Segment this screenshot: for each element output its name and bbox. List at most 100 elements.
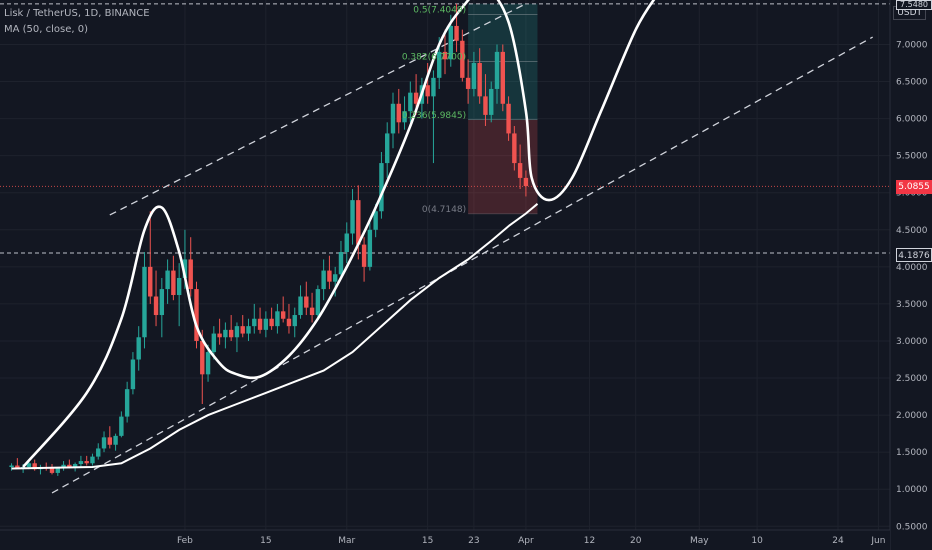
- trend-line: [51, 36, 873, 494]
- candle: [246, 318, 251, 341]
- candle: [228, 315, 234, 341]
- candle: [338, 240, 344, 278]
- candle-body: [437, 51, 442, 78]
- candle: [119, 411, 124, 438]
- candle: [257, 307, 263, 334]
- y-tick-label: 1.0000: [896, 485, 928, 495]
- candle: [194, 281, 199, 349]
- ma-indicator-label[interactable]: MA (50, close, 0): [4, 24, 89, 35]
- candle-body: [448, 25, 453, 60]
- candle: [396, 88, 401, 134]
- candle: [500, 44, 505, 112]
- y-tick-label: 5.5000: [896, 152, 928, 162]
- y-tick-label: 4.5000: [896, 226, 928, 236]
- candle: [517, 144, 523, 190]
- candle-body: [379, 163, 384, 212]
- candle: [84, 455, 89, 466]
- time-axis-panel: [0, 530, 890, 550]
- candle: [101, 431, 107, 453]
- candle: [483, 74, 488, 127]
- x-tick-label: 15: [422, 536, 433, 546]
- candle: [523, 170, 529, 197]
- symbol-title[interactable]: Lisk / TetherUS, 1D, BINANCE: [4, 8, 150, 19]
- x-tick-label: 12: [584, 536, 595, 546]
- candle-body: [494, 51, 500, 89]
- candle-body: [292, 315, 297, 327]
- candle: [223, 322, 228, 349]
- x-tick-label: Jun: [870, 536, 885, 546]
- candle: [327, 255, 332, 290]
- y-tick-label: 2.0000: [896, 411, 928, 421]
- y-tick-label: 1.5000: [896, 448, 928, 458]
- candle: [361, 237, 367, 282]
- fib-level-label: 0.5(7.4049): [413, 5, 466, 15]
- price-axis-panel: [890, 0, 932, 550]
- candle-body: [90, 456, 95, 464]
- candle-body: [26, 463, 32, 467]
- candle-body: [130, 359, 136, 390]
- candle-body: [402, 111, 407, 123]
- candle: [402, 96, 407, 130]
- y-tick-label: 3.0000: [896, 337, 928, 347]
- candle: [252, 303, 257, 334]
- candle-body: [194, 289, 199, 341]
- candle-body: [506, 103, 511, 134]
- x-tick-label: 24: [832, 536, 844, 546]
- x-tick-label: 10: [751, 536, 763, 546]
- candle-body: [344, 233, 349, 253]
- candle-body: [315, 289, 321, 316]
- candle-body: [390, 103, 396, 134]
- candle: [344, 222, 349, 264]
- candle: [506, 96, 511, 141]
- candle-body: [96, 448, 101, 457]
- fib-level-label: 0.236(5.9845): [402, 111, 466, 121]
- candle-body: [55, 468, 60, 473]
- candle-body: [205, 352, 211, 375]
- candle-body: [84, 461, 89, 464]
- candle: [431, 70, 436, 164]
- candle: [390, 92, 396, 149]
- candle: [379, 151, 384, 219]
- candle: [176, 263, 182, 327]
- candle-body: [269, 318, 274, 327]
- candle-body: [234, 326, 240, 338]
- candle: [408, 81, 413, 123]
- candle-body: [101, 437, 107, 449]
- candle-body: [165, 270, 170, 290]
- candle: [240, 315, 245, 338]
- candle: [148, 211, 153, 304]
- y-tick-label: 0.5000: [896, 522, 928, 532]
- candle-body: [367, 229, 373, 267]
- y-tick-label: 6.0000: [896, 115, 928, 125]
- candle: [165, 259, 170, 304]
- x-tick-label: Feb: [177, 536, 193, 546]
- candle-body: [280, 311, 286, 319]
- candle: [217, 318, 222, 345]
- candle-body: [489, 88, 494, 115]
- x-tick-label: 15: [260, 536, 271, 546]
- candle-body: [425, 85, 430, 97]
- fib-zone-lower: [468, 119, 538, 214]
- candle-body: [142, 266, 147, 338]
- candle-body: [78, 461, 84, 465]
- chart-legend: Lisk / TetherUS, 1D, BINANCE MA (50, clo…: [4, 6, 150, 38]
- candle-body: [159, 289, 165, 316]
- candle: [275, 303, 280, 334]
- candle-body: [252, 318, 257, 327]
- x-tick-label: 20: [630, 536, 642, 546]
- candle: [159, 277, 165, 338]
- candle: [49, 464, 55, 475]
- y-tick-label: 7.0000: [896, 40, 928, 50]
- candle-body: [200, 340, 205, 375]
- candle: [304, 281, 309, 316]
- candle-body: [286, 318, 292, 327]
- drawn-annotation-curve: [22, 0, 656, 468]
- candle: [465, 59, 471, 104]
- candle-body: [228, 329, 234, 338]
- candle-body: [148, 266, 153, 297]
- candle-body: [471, 63, 477, 89]
- candle: [96, 443, 101, 460]
- candle: [477, 48, 482, 104]
- candle-body: [182, 259, 188, 278]
